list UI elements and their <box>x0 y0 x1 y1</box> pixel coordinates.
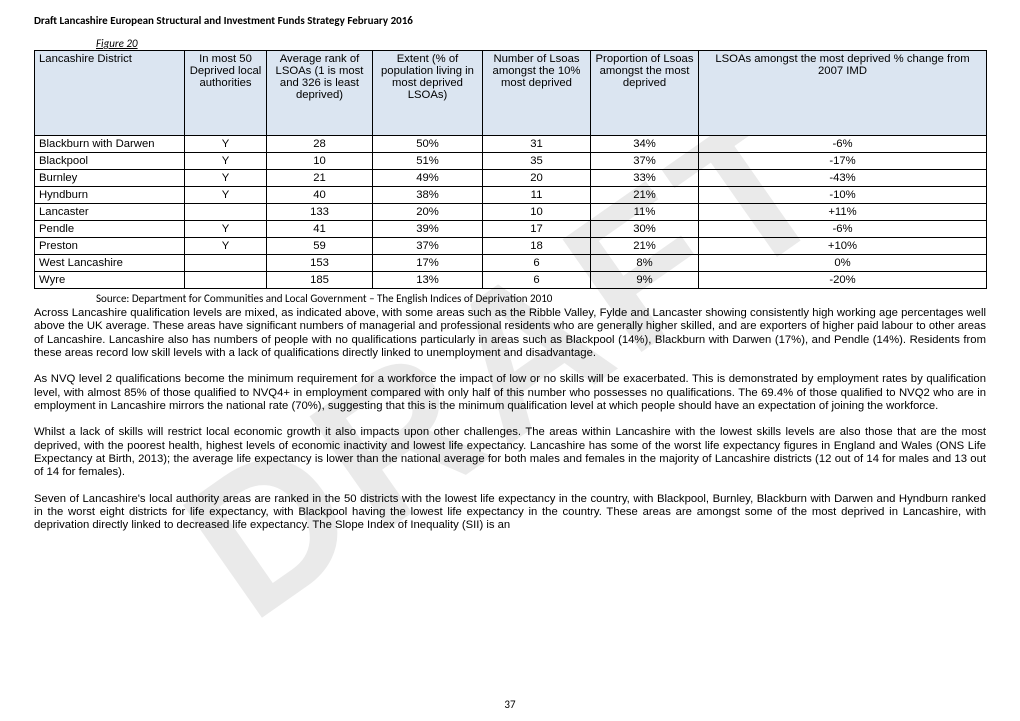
table-cell: 40 <box>267 187 373 204</box>
col-header-number: Number of Lsoas amongst the 10% most dep… <box>483 51 591 136</box>
table-cell: 28 <box>267 136 373 153</box>
table-cell: 38% <box>373 187 483 204</box>
col-header-avgrank: Average rank of LSOAs (1 is most and 326… <box>267 51 373 136</box>
table-cell: 153 <box>267 255 373 272</box>
col-header-extent: Extent (% of population living in most d… <box>373 51 483 136</box>
col-header-change: LSOAs amongst the most deprived % change… <box>699 51 987 136</box>
document-header: Draft Lancashire European Structural and… <box>34 14 986 27</box>
table-cell <box>185 272 267 289</box>
paragraph-3: Whilst a lack of skills will restrict lo… <box>34 426 986 479</box>
table-cell: 10 <box>483 204 591 221</box>
table-cell: Y <box>185 238 267 255</box>
table-row: HyndburnY4038%1121%-10% <box>35 187 987 204</box>
table-cell: West Lancashire <box>35 255 185 272</box>
col-header-inmost50: In most 50 Deprived local authorities <box>185 51 267 136</box>
table-cell: -6% <box>699 221 987 238</box>
table-cell: Wyre <box>35 272 185 289</box>
table-cell: Lancaster <box>35 204 185 221</box>
table-cell: 8% <box>591 255 699 272</box>
table-cell: -10% <box>699 187 987 204</box>
table-cell: 11 <box>483 187 591 204</box>
table-cell: +10% <box>699 238 987 255</box>
table-cell: 13% <box>373 272 483 289</box>
table-cell: 41 <box>267 221 373 238</box>
table-cell: -17% <box>699 153 987 170</box>
table-cell: 21% <box>591 238 699 255</box>
table-cell: Y <box>185 221 267 238</box>
table-cell: 20 <box>483 170 591 187</box>
table-header-row: Lancashire District In most 50 Deprived … <box>35 51 987 136</box>
table-cell: 21% <box>591 187 699 204</box>
table-cell: Blackpool <box>35 153 185 170</box>
figure-label: Figure 20 <box>96 37 986 50</box>
table-cell: Hyndburn <box>35 187 185 204</box>
table-row: West Lancashire 15317%68%0% <box>35 255 987 272</box>
page-number: 37 <box>0 698 1020 711</box>
table-cell: 35 <box>483 153 591 170</box>
table-cell: 37% <box>373 238 483 255</box>
deprivation-table: Lancashire District In most 50 Deprived … <box>34 50 987 289</box>
table-body: Blackburn with DarwenY2850%3134%-6%Black… <box>35 136 987 289</box>
table-row: Wyre 18513%69%-20% <box>35 272 987 289</box>
table-cell: 6 <box>483 255 591 272</box>
table-cell: 0% <box>699 255 987 272</box>
table-row: BlackpoolY1051%3537%-17% <box>35 153 987 170</box>
table-cell: Pendle <box>35 221 185 238</box>
table-cell: 51% <box>373 153 483 170</box>
table-cell: 59 <box>267 238 373 255</box>
table-cell: 30% <box>591 221 699 238</box>
table-cell: 20% <box>373 204 483 221</box>
col-header-district: Lancashire District <box>35 51 185 136</box>
table-row: Lancaster 13320%1011%+11% <box>35 204 987 221</box>
table-cell: -43% <box>699 170 987 187</box>
table-cell: 31 <box>483 136 591 153</box>
table-cell: Y <box>185 187 267 204</box>
table-cell: 10 <box>267 153 373 170</box>
table-cell: 6 <box>483 272 591 289</box>
paragraph-2: As NVQ level 2 qualifications become the… <box>34 373 986 413</box>
page-content: Draft Lancashire European Structural and… <box>0 0 1020 533</box>
table-cell: 185 <box>267 272 373 289</box>
table-row: PendleY4139%1730%-6% <box>35 221 987 238</box>
table-cell: 50% <box>373 136 483 153</box>
table-cell <box>185 255 267 272</box>
col-header-proportion: Proportion of Lsoas amongst the most dep… <box>591 51 699 136</box>
table-cell: 39% <box>373 221 483 238</box>
table-cell: 9% <box>591 272 699 289</box>
table-row: Blackburn with DarwenY2850%3134%-6% <box>35 136 987 153</box>
table-cell: -20% <box>699 272 987 289</box>
table-cell: 17% <box>373 255 483 272</box>
table-cell: 33% <box>591 170 699 187</box>
table-cell: 37% <box>591 153 699 170</box>
table-cell: Y <box>185 170 267 187</box>
table-cell: -6% <box>699 136 987 153</box>
table-cell: 17 <box>483 221 591 238</box>
table-cell: 21 <box>267 170 373 187</box>
table-cell: +11% <box>699 204 987 221</box>
table-cell: Y <box>185 153 267 170</box>
paragraph-4: Seven of Lancashire's local authority ar… <box>34 493 986 533</box>
table-cell: Y <box>185 136 267 153</box>
table-source: Source: Department for Communities and L… <box>96 292 986 305</box>
table-cell: 11% <box>591 204 699 221</box>
table-cell <box>185 204 267 221</box>
table-cell: Blackburn with Darwen <box>35 136 185 153</box>
paragraph-1: Across Lancashire qualification levels a… <box>34 307 986 360</box>
table-cell: 34% <box>591 136 699 153</box>
table-cell: 133 <box>267 204 373 221</box>
table-cell: Preston <box>35 238 185 255</box>
table-cell: 18 <box>483 238 591 255</box>
table-cell: 49% <box>373 170 483 187</box>
table-row: BurnleyY2149%2033%-43% <box>35 170 987 187</box>
table-row: PrestonY5937%1821%+10% <box>35 238 987 255</box>
table-cell: Burnley <box>35 170 185 187</box>
